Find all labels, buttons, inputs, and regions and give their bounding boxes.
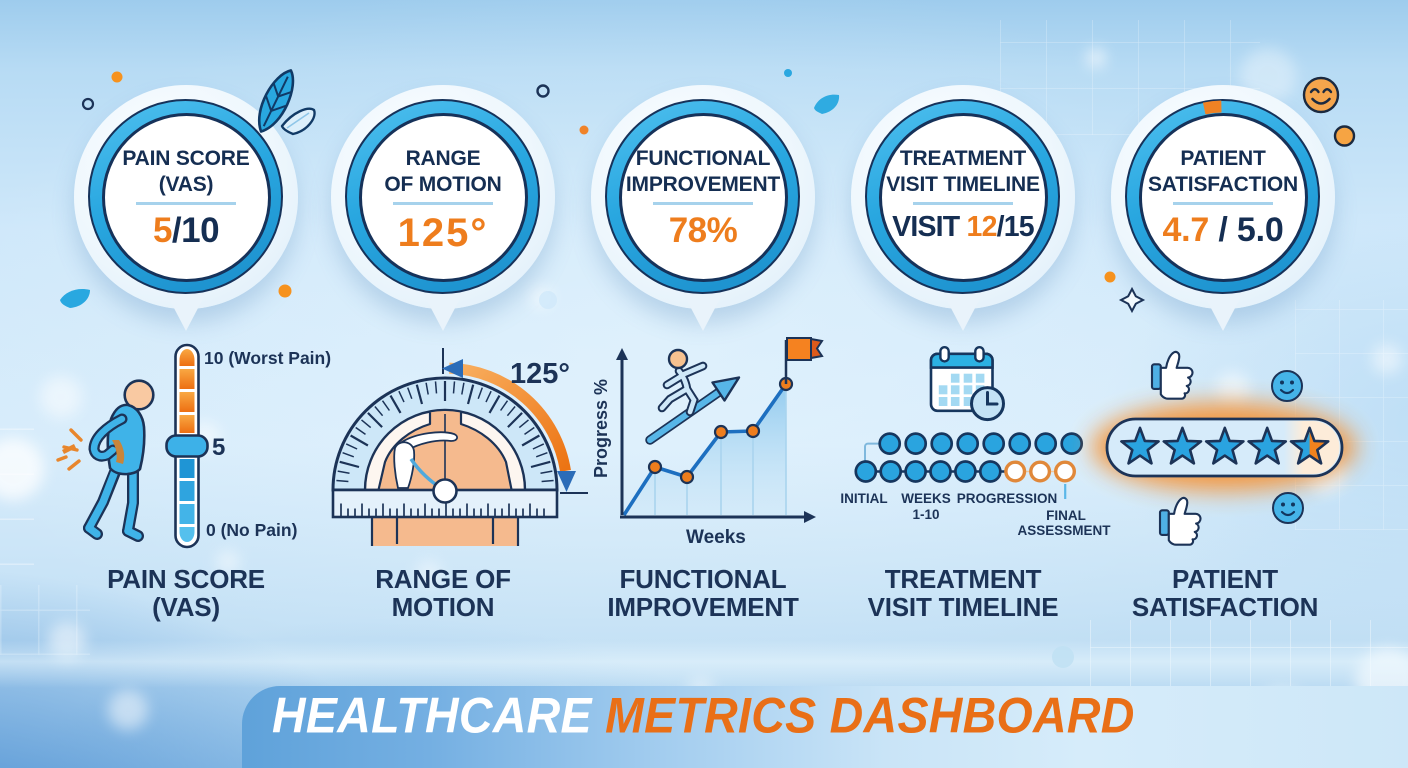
svg-text:FINAL: FINAL	[1046, 508, 1086, 523]
svg-text:10 (Worst Pain): 10 (Worst Pain)	[204, 348, 331, 368]
svg-text:PROGRESSION: PROGRESSION	[957, 491, 1058, 506]
svg-text:Weeks: Weeks	[686, 527, 746, 548]
svg-text:INITIAL: INITIAL	[840, 491, 887, 506]
svg-text:1-10: 1-10	[912, 507, 939, 522]
svg-text:0 (No Pain): 0 (No Pain)	[206, 520, 297, 540]
svg-text:5: 5	[212, 434, 225, 461]
svg-text:WEEKS: WEEKS	[901, 491, 951, 506]
svg-text:125°: 125°	[510, 358, 570, 390]
svg-text:Progress %: Progress %	[591, 379, 611, 478]
svg-text:ASSESSMENT: ASSESSMENT	[1017, 523, 1111, 538]
